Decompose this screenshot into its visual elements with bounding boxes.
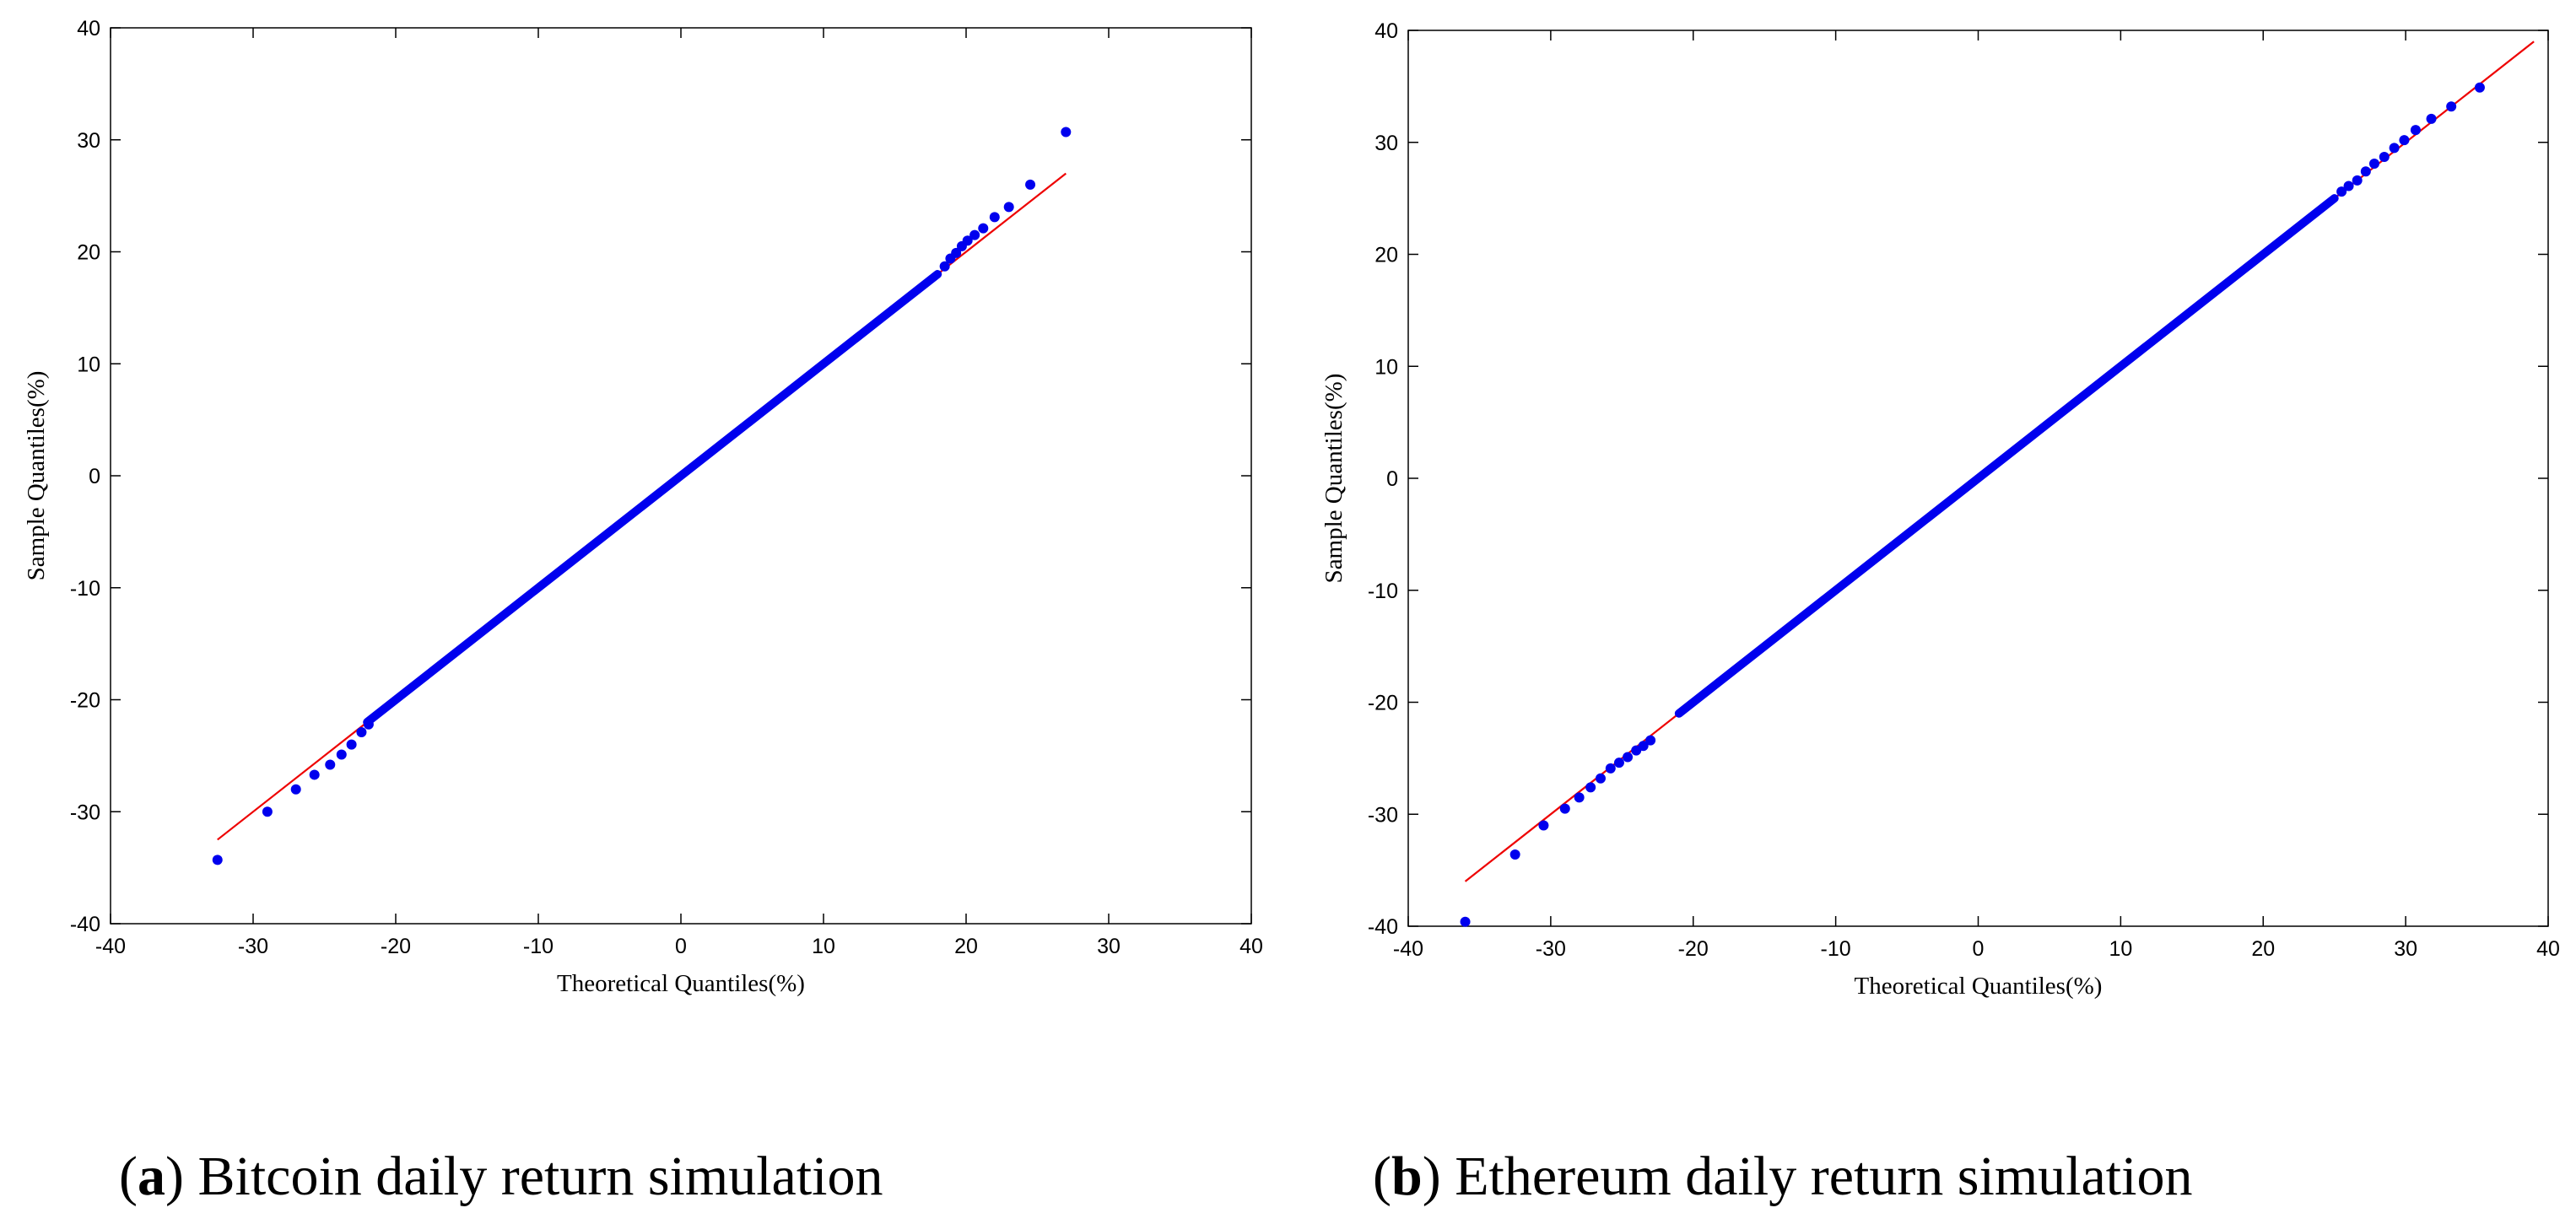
y-tick-label: -20 (1368, 692, 1398, 715)
x-axis-label: Theoretical Quantiles(%) (1855, 973, 2103, 1000)
y-tick-label: 0 (1386, 467, 1398, 491)
x-tick-label: 10 (812, 935, 835, 958)
x-tick-label: -40 (95, 935, 126, 958)
data-point (2343, 181, 2354, 191)
data-point (290, 784, 301, 795)
y-tick-label: -40 (1368, 915, 1398, 939)
caption-text: Bitcoin daily return simulation (197, 1146, 883, 1207)
data-point (1645, 735, 1656, 746)
data-point (325, 759, 336, 770)
y-tick-label: -10 (70, 577, 100, 601)
quantile-points-dense (363, 270, 942, 727)
panel-letter: a (138, 1146, 165, 1207)
y-tick-label: 40 (1374, 19, 1398, 43)
data-point (346, 739, 357, 750)
data-point (2399, 135, 2410, 146)
data-point (1003, 202, 1014, 213)
data-point (2426, 113, 2437, 124)
x-tick-label: 30 (1097, 935, 1121, 958)
y-tick-label: 10 (1374, 355, 1398, 379)
x-tick-label: 0 (1973, 937, 1985, 961)
data-point (951, 247, 962, 258)
y-tick-label: -30 (70, 801, 100, 824)
y-axis-label: Sample Quantiles(%) (23, 371, 50, 581)
data-point (1559, 803, 1570, 814)
panel-b: -40 -30 -20 -10 0 10 20 30 40 -40 -30 -20 -10 0 10 20 30… (1320, 19, 2560, 1207)
data-point (1538, 820, 1549, 831)
caption-text: Ethereum daily return simulation (1455, 1146, 2192, 1207)
data-point (1509, 849, 1520, 860)
data-point (363, 719, 374, 730)
data-point (2336, 186, 2347, 197)
data-point (2360, 166, 2371, 177)
data-point (1605, 763, 1616, 774)
x-tick-label: 40 (2536, 937, 2560, 961)
data-point (2379, 152, 2390, 163)
y-tick-label: -20 (70, 689, 100, 713)
data-point (939, 261, 950, 272)
y-tick-label: 0 (89, 465, 100, 488)
x-axis-label: Theoretical Quantiles(%) (557, 970, 805, 997)
data-point (2474, 82, 2485, 93)
x-tick-label: -40 (1393, 937, 1423, 961)
data-point (1595, 773, 1606, 784)
quantile-points-dense (1674, 194, 2339, 718)
y-tick-label: -40 (70, 913, 100, 936)
x-tick-label: 0 (675, 935, 687, 958)
data-point (309, 769, 320, 780)
y-tick-label: 10 (77, 353, 100, 376)
y-tick-label: -10 (1368, 580, 1398, 603)
y-tick-label: 40 (77, 17, 100, 40)
x-tick-label: 40 (1239, 935, 1263, 958)
data-point (1061, 127, 1072, 137)
data-point (2446, 101, 2457, 112)
x-tick-label: -20 (1678, 937, 1709, 961)
data-point (989, 212, 1000, 223)
x-tick-label: -10 (523, 935, 554, 958)
data-point (356, 726, 367, 737)
data-point (969, 229, 980, 240)
y-tick-label: 30 (1374, 132, 1398, 155)
data-point (1613, 758, 1624, 768)
data-point (1025, 179, 1036, 190)
x-tick-label: -10 (1821, 937, 1851, 961)
data-point (978, 223, 989, 234)
y-tick-label: -30 (1368, 803, 1398, 827)
data-point (2410, 125, 2421, 136)
x-tick-label: 10 (2109, 937, 2132, 961)
y-tick-label: 20 (77, 241, 100, 265)
data-point (2352, 175, 2363, 186)
x-tick-label: 20 (2251, 937, 2275, 961)
panel-letter: b (1391, 1146, 1423, 1207)
x-tick-label: 20 (954, 935, 978, 958)
data-point (1585, 782, 1596, 793)
x-tick-label: 30 (2394, 937, 2417, 961)
data-point (336, 749, 347, 760)
x-tick-label: -20 (381, 935, 411, 958)
x-tick-label: -30 (1536, 937, 1566, 961)
y-tick-label: 20 (1374, 244, 1398, 267)
data-point (1638, 741, 1649, 752)
y-axis-label: Sample Quantiles(%) (1320, 374, 1347, 584)
data-point (1460, 916, 1471, 927)
panel-a: -40 -30 -20 -10 0 10 20 30 40 -40 -30 -20 -10 0 10 20 30… (23, 17, 1263, 1207)
data-point (2389, 143, 2400, 154)
data-point (1574, 792, 1585, 803)
data-point (262, 806, 273, 817)
data-point (1623, 752, 1634, 763)
panel-caption: (a) Bitcoin daily return simulation (119, 1146, 883, 1207)
data-point (2368, 158, 2379, 169)
data-point (962, 235, 973, 246)
data-point (212, 855, 223, 865)
panel-caption: (b) Ethereum daily return simulation (1373, 1146, 2192, 1207)
x-tick-label: -30 (238, 935, 268, 958)
y-tick-label: 30 (77, 129, 100, 153)
